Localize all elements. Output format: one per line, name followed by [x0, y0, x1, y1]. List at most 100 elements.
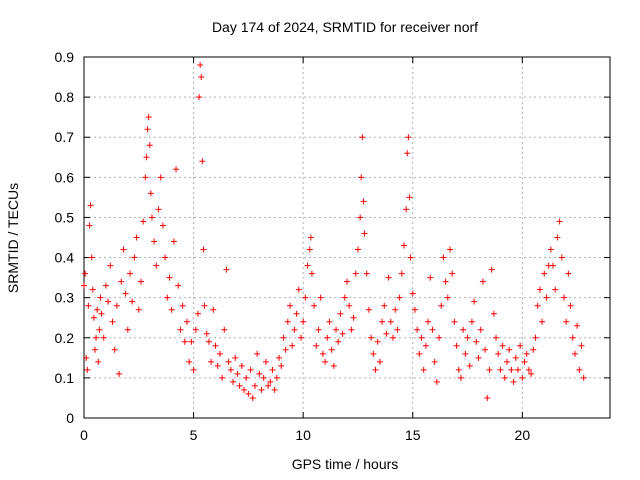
data-point: [567, 302, 574, 309]
data-point: [488, 266, 495, 273]
data-point: [449, 270, 456, 277]
data-point: [297, 334, 304, 341]
data-point: [155, 206, 162, 213]
data-point: [122, 290, 129, 297]
data-point: [282, 346, 289, 353]
data-point: [350, 314, 357, 321]
data-point: [541, 270, 548, 277]
data-point: [311, 302, 318, 309]
data-point: [536, 286, 543, 293]
data-point: [409, 290, 416, 297]
y-tick-label: 0.5: [55, 209, 75, 225]
data-point: [383, 330, 390, 337]
data-point: [400, 242, 407, 249]
data-point: [358, 174, 365, 181]
data-point: [251, 382, 258, 389]
data-point: [337, 310, 344, 317]
data-point: [143, 154, 150, 161]
data-point: [360, 198, 367, 205]
data-point: [232, 354, 239, 361]
data-point: [451, 318, 458, 325]
data-point: [192, 326, 199, 333]
data-point: [431, 358, 438, 365]
data-point: [495, 350, 502, 357]
data-point: [578, 342, 585, 349]
data-point: [87, 202, 94, 209]
data-point: [81, 282, 87, 289]
data-point: [571, 350, 578, 357]
x-tick-label: 15: [405, 427, 421, 443]
data-point: [473, 338, 480, 345]
data-point: [422, 342, 429, 349]
data-point: [247, 366, 254, 373]
data-point: [113, 302, 120, 309]
data-point: [405, 134, 412, 141]
data-point: [558, 254, 565, 261]
data-point: [510, 378, 517, 385]
data-point: [287, 302, 294, 309]
data-point: [403, 206, 410, 213]
data-point: [517, 342, 524, 349]
data-point: [493, 334, 500, 341]
x-tick-label: 10: [295, 427, 311, 443]
data-point: [525, 366, 532, 373]
data-point: [447, 246, 454, 253]
plot-frame: [83, 56, 611, 419]
data-point: [109, 318, 116, 325]
data-point: [289, 342, 296, 349]
data-point: [506, 346, 513, 353]
data-point: [107, 262, 114, 269]
data-point: [486, 366, 493, 373]
data-point: [326, 318, 333, 325]
data-point: [137, 278, 144, 285]
data-point: [361, 230, 368, 237]
data-point: [145, 114, 152, 121]
data-point: [210, 306, 217, 313]
data-point: [94, 306, 101, 313]
data-point: [284, 318, 291, 325]
data-point: [302, 294, 309, 301]
data-point: [315, 326, 322, 333]
data-point: [333, 326, 340, 333]
data-point: [436, 334, 443, 341]
data-point: [365, 306, 372, 313]
data-point: [354, 246, 361, 253]
x-tick-label: 20: [515, 427, 531, 443]
x-axis-label: GPS time / hours: [292, 456, 399, 472]
data-point: [396, 294, 403, 301]
data-point: [120, 246, 127, 253]
data-point: [392, 306, 399, 313]
data-point: [188, 338, 195, 345]
data-point: [179, 302, 186, 309]
y-axis-ticks: 0 0.1 0.2 0.3 0.4 0.5 0.6 0.7 0.8 0.9: [55, 49, 610, 426]
data-point: [416, 350, 423, 357]
data-point: [335, 338, 342, 345]
data-point: [406, 194, 413, 201]
data-point: [148, 214, 155, 221]
data-point: [381, 302, 388, 309]
data-point: [153, 262, 160, 269]
data-point: [368, 334, 375, 341]
data-point: [234, 370, 241, 377]
data-point: [444, 294, 451, 301]
data-point: [348, 326, 355, 333]
data-point: [157, 174, 164, 181]
data-point: [177, 326, 184, 333]
data-point: [455, 366, 462, 373]
data-point: [124, 326, 131, 333]
data-point: [223, 266, 230, 273]
data-point: [442, 278, 449, 285]
data-point: [200, 246, 207, 253]
data-point: [534, 302, 541, 309]
data-point: [308, 270, 315, 277]
data-point: [159, 222, 166, 229]
data-point: [374, 338, 381, 345]
data-point: [462, 350, 469, 357]
data-point: [295, 286, 302, 293]
data-point: [497, 366, 504, 373]
data-point: [372, 366, 379, 373]
grid-lines: [84, 57, 610, 418]
data-point: [370, 350, 377, 357]
data-point: [490, 310, 497, 317]
